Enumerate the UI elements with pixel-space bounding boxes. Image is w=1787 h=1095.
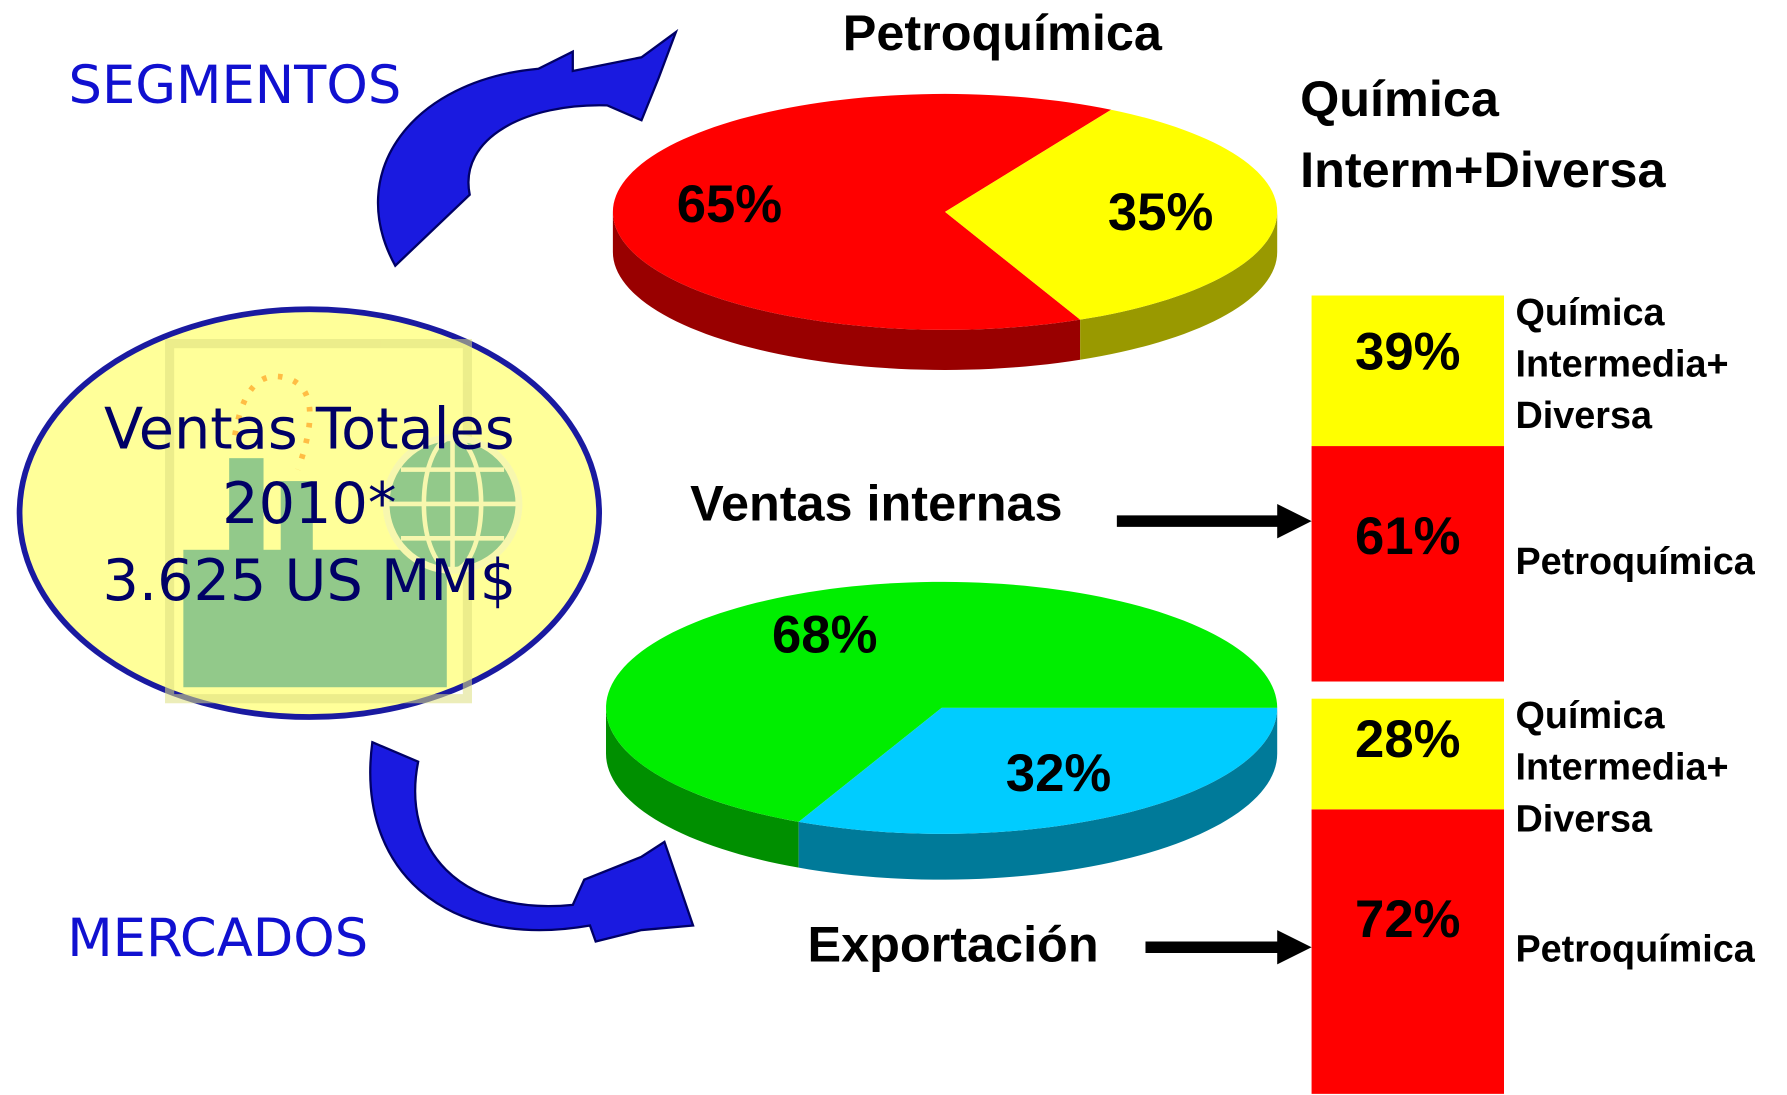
- center-text: 2010*: [222, 470, 396, 537]
- slice-side: [798, 707, 1278, 880]
- factory-picture: [165, 339, 523, 704]
- legend-label: Química Intermedia+ Diversa: [1515, 695, 1728, 840]
- arrow-right: [1116, 503, 1312, 539]
- value-label: 68%: [772, 606, 877, 665]
- bar-segment: [1311, 809, 1504, 1094]
- bar-segment: [1311, 698, 1504, 810]
- pie-slice: [612, 93, 1112, 330]
- value-label: 32%: [1006, 744, 1111, 803]
- arrow-right: [1145, 930, 1312, 965]
- arrow-down: [369, 740, 695, 943]
- slice-side: [606, 707, 799, 868]
- value-label: 72%: [1355, 890, 1460, 949]
- slice-side: [1080, 211, 1278, 360]
- value-label: 35%: [1108, 183, 1213, 242]
- pie-slice: [798, 707, 1278, 834]
- value-label: 28%: [1355, 710, 1460, 769]
- segments-label: SEGMENTOS: [69, 55, 402, 116]
- markets-label: MERCADOS: [67, 908, 368, 969]
- value-label: 65%: [677, 175, 782, 234]
- pie-slice: [945, 109, 1278, 320]
- category-label: Química Interm+Diversa: [1300, 70, 1666, 198]
- category-label: Petroquímica: [843, 4, 1163, 61]
- category-label: Exportación: [808, 916, 1099, 973]
- center-text: Ventas Totales: [104, 396, 515, 463]
- category-label: Ventas internas: [690, 475, 1062, 532]
- legend-label: Petroquímica: [1515, 929, 1755, 971]
- bar-segment: [1311, 295, 1504, 447]
- arrow-up: [376, 28, 679, 268]
- bar-segment: [1311, 446, 1504, 682]
- value-label: 61%: [1355, 507, 1460, 566]
- slice-side: [612, 211, 1081, 370]
- pie-slice: [606, 581, 1278, 822]
- legend-label: Química Intermedia+ Diversa: [1515, 292, 1728, 437]
- value-label: 39%: [1355, 323, 1460, 382]
- center-text: 3.625 US MM$: [102, 547, 516, 614]
- legend-label: Petroquímica: [1515, 541, 1755, 583]
